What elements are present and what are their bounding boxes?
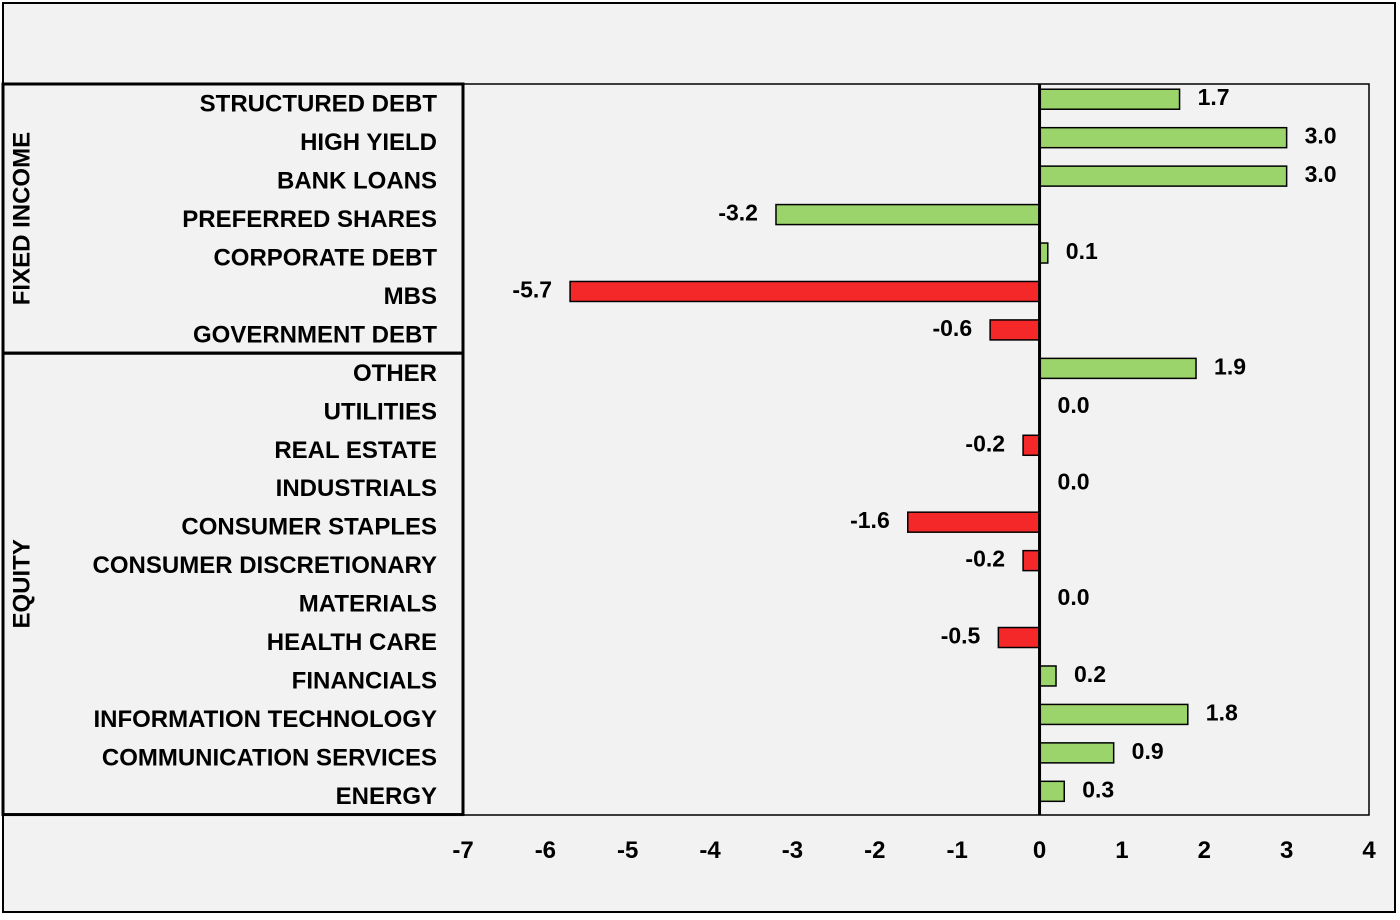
value-label-materials: 0.0 [1058,584,1090,610]
value-label-utilities: 0.0 [1058,392,1090,418]
value-label-energy: 0.3 [1082,776,1114,802]
category-label-mbs: MBS [384,283,437,310]
category-label-other: OTHER [353,360,437,387]
category-label-information-technology: INFORMATION TECHNOLOGY [93,706,437,733]
x-tick-label: -3 [782,837,803,864]
category-label-health-care: HEALTH CARE [267,629,437,656]
bars [569,88,1288,803]
value-label-other: 1.9 [1214,353,1246,379]
value-label-communication-services: 0.9 [1132,738,1164,764]
bar-energy [1038,780,1066,803]
value-label-consumer-discretionary: -0.2 [965,546,1005,572]
x-tick-label: -6 [535,837,556,864]
category-label-consumer-discretionary: CONSUMER DISCRETIONARY [93,552,437,579]
bar-mbs [569,280,1041,303]
x-tick-label: 2 [1198,837,1211,864]
value-label-mbs: -5.7 [512,276,552,302]
x-tick-label: -2 [864,837,885,864]
bar-government-debt [989,319,1041,341]
value-label-information-technology: 1.8 [1206,699,1238,725]
value-label-high-yield: 3.0 [1305,123,1337,149]
value-labels: 1.7 3.0 3.0 -3.2 0.1 -5.7 -0.6 1.9 0.0 -0.2 0.0 -1.… [512,84,1336,802]
value-label-health-care: -0.5 [941,623,981,649]
x-tick-label: 0 [1033,837,1046,864]
category-label-utilities: UTILITIES [324,398,437,425]
bar-information-technology [1038,703,1189,726]
bar-real-estate [1022,434,1041,457]
group-sections: FIXED INCOME EQUITY [1,82,465,817]
category-label-bank-loans: BANK LOANS [277,168,437,195]
group-box-equity [1,351,465,817]
bar-other [1038,357,1197,380]
group-label-equity: EQUITY [9,539,36,628]
value-label-preferred-shares: -3.2 [718,200,758,226]
x-tick-label: -1 [947,837,968,864]
x-tick-label: 1 [1115,837,1128,864]
category-label-high-yield: HIGH YIELD [300,129,437,156]
value-label-real-estate: -0.2 [965,430,1005,456]
bar-consumer-staples [907,511,1041,533]
bar-consumer-discretionary [1022,549,1041,572]
bar-structured-debt [1038,88,1181,110]
value-label-industrials: 0.0 [1058,469,1090,495]
value-label-corporate-debt: 0.1 [1066,238,1098,264]
bar-preferred-shares [775,203,1041,226]
value-label-bank-loans: 3.0 [1305,161,1337,187]
group-label-fixed-income: FIXED INCOME [9,132,36,305]
category-label-industrials: INDUSTRIALS [276,475,437,502]
value-label-government-debt: -0.6 [932,315,972,341]
category-label-consumer-staples: CONSUMER STAPLES [181,514,437,541]
category-label-energy: ENERGY [336,783,437,810]
category-label-structured-debt: STRUCTURED DEBT [200,91,438,118]
x-axis: -7 -6 -5 -4 -3 -2 -1 0 1 2 3 4 [452,84,1376,864]
category-label-materials: MATERIALS [299,591,437,618]
category-label-preferred-shares: PREFERRED SHARES [182,206,437,233]
x-tick-label: -4 [699,837,721,864]
category-label-financials: FINANCIALS [292,667,437,694]
value-label-structured-debt: 1.7 [1198,84,1230,110]
bar-high-yield [1038,126,1288,149]
bar-communication-services [1038,742,1115,764]
value-label-consumer-staples: -1.6 [850,507,890,533]
category-label-government-debt: GOVERNMENT DEBT [193,321,437,348]
bar-health-care [997,626,1041,649]
bar-financials [1038,665,1057,687]
value-label-financials: 0.2 [1074,661,1106,687]
x-tick-label: 3 [1280,837,1293,864]
x-tick-label: 4 [1362,837,1376,864]
category-label-corporate-debt: CORPORATE DEBT [213,245,437,272]
category-label-communication-services: COMMUNICATION SERVICES [102,744,437,771]
x-tick-label: -5 [617,837,638,864]
category-label-real-estate: REAL ESTATE [274,437,437,464]
category-labels: STRUCTURED DEBT HIGH YIELD BANK LOANS PREFE… [93,91,438,810]
bar-bank-loans [1038,165,1288,187]
x-tick-label: -7 [452,837,473,864]
